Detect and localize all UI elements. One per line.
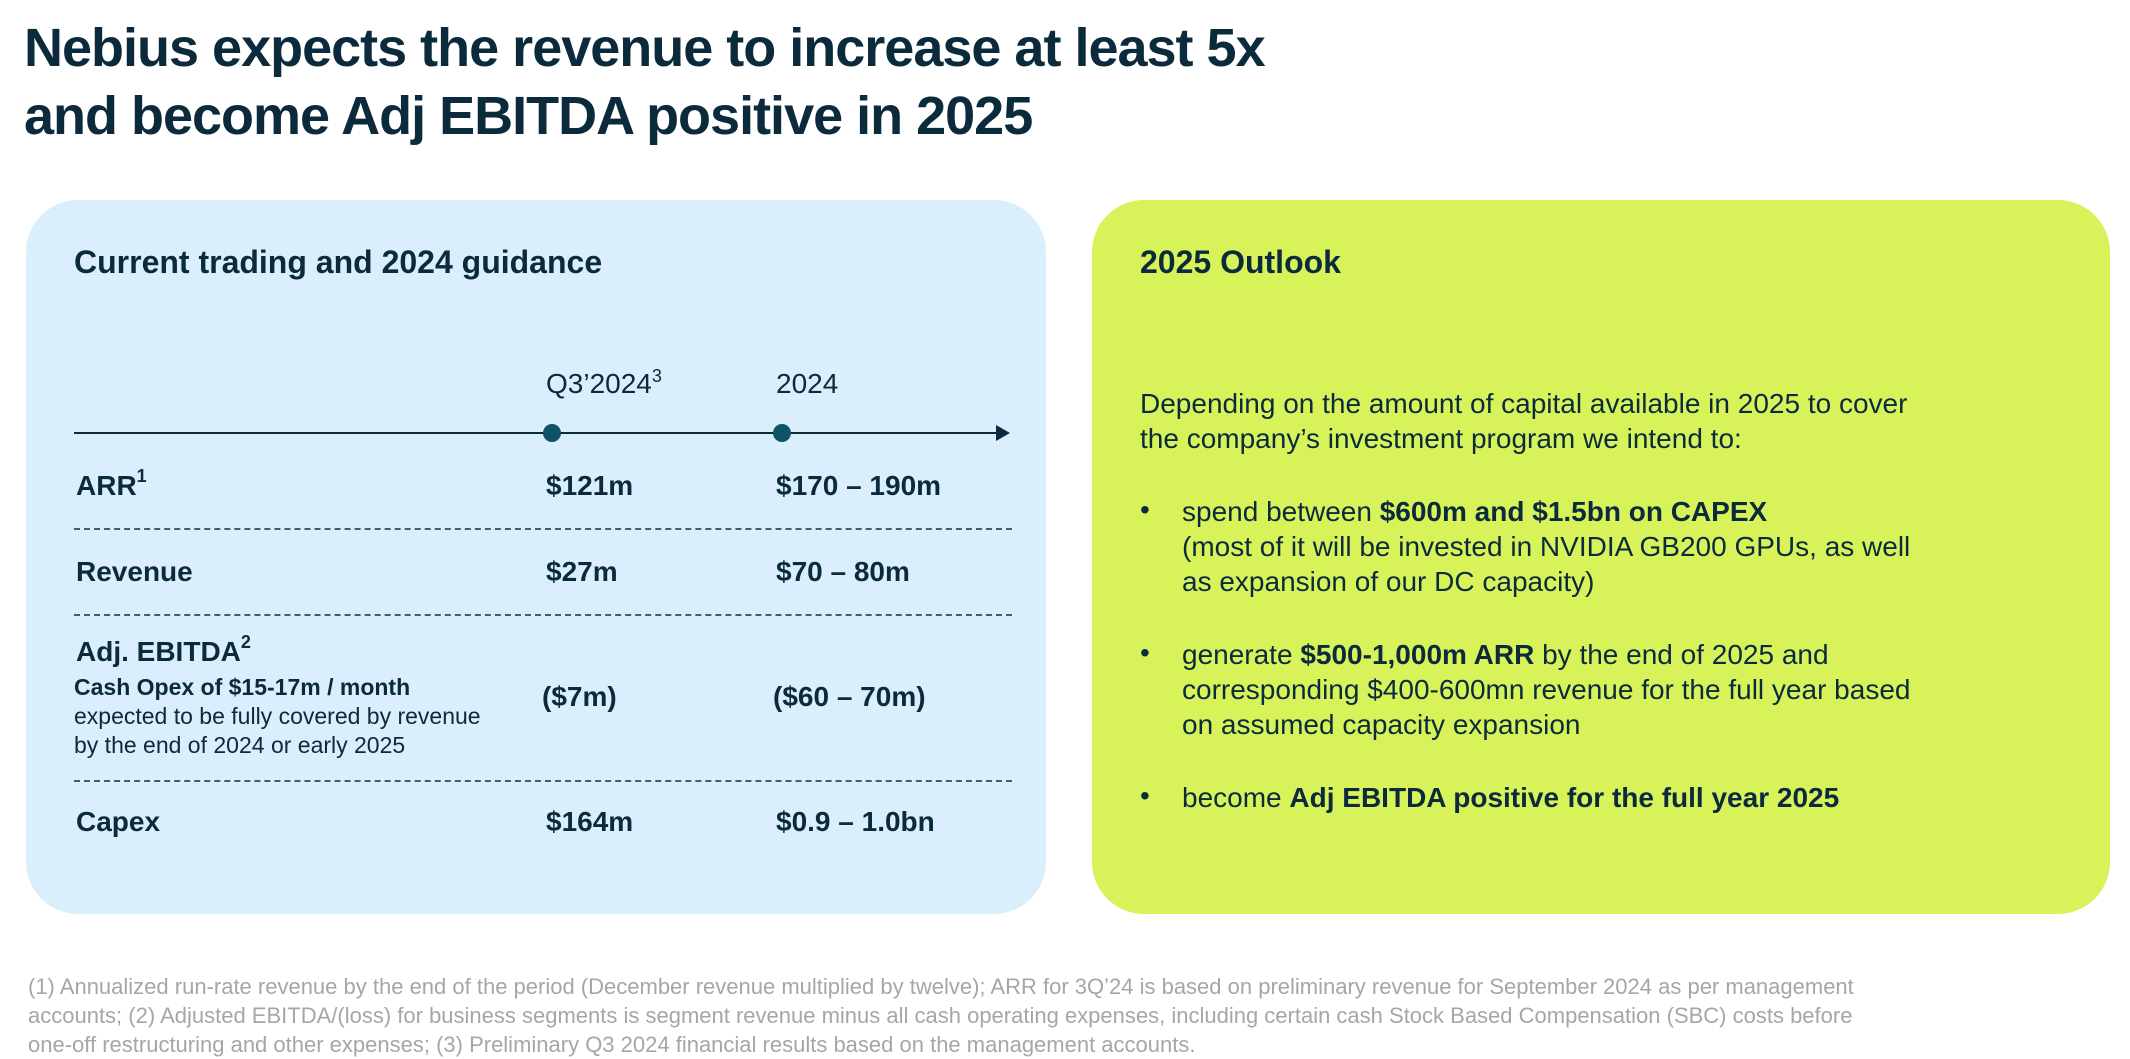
page-title-line-1: Nebius expects the revenue to increase a…	[24, 18, 1266, 78]
page-title-line-2: and become Adj EBITDA positive in 2025	[24, 86, 1033, 146]
capex-q3-value: $164m	[546, 806, 634, 837]
footnote-line-2: accounts; (2) Adjusted EBITDA/(loss) for…	[28, 1003, 1853, 1028]
bullet-icon: •	[1140, 637, 1150, 668]
row-label-adj-ebitda: Adj. EBITDA2	[76, 632, 251, 668]
footnote-line-3: one-off restructuring and other expenses…	[28, 1032, 1196, 1057]
adj-ebitda-q3-value: ($7m)	[542, 681, 617, 712]
bullet-ebitda: become Adj EBITDA positive for the full …	[1182, 780, 1839, 815]
column-header-2024: 2024	[776, 368, 839, 399]
outlook-2025-heading: 2025 Outlook	[1140, 244, 1341, 280]
timeline-dot-q3	[543, 424, 561, 442]
bullet-arr-post: by the end of 2025 and	[1534, 639, 1829, 670]
footnote-line-1: (1) Annualized run-rate revenue by the e…	[28, 974, 1854, 999]
column-header-q3-label: Q3’2024	[546, 368, 652, 399]
cash-opex-note: Cash Opex of $15-17m / month	[74, 674, 411, 700]
revenue-q3-value: $27m	[546, 556, 618, 587]
footnote-ref-2: 2	[240, 632, 251, 652]
arr-label-text: ARR	[76, 470, 137, 501]
cash-opex-note-line-2: by the end of 2024 or early 2025	[74, 732, 406, 758]
footnote-ref-3: 3	[651, 366, 662, 386]
outlook-intro-line-1: Depending on the amount of capital avail…	[1140, 388, 1908, 419]
current-trading-panel: Current trading and 2024 guidance Q3’202…	[26, 200, 1046, 914]
arr-2024-value: $170 – 190m	[776, 470, 942, 501]
row-divider	[74, 614, 1012, 616]
outlook-2025-panel: 2025 Outlook Depending on the amount of …	[1092, 200, 2110, 914]
footnotes: (1) Annualized run-rate revenue by the e…	[28, 972, 2108, 1059]
bullet-capex-line-3: as expansion of our DC capacity)	[1182, 566, 1595, 597]
bullet-capex-pre: spend between	[1182, 496, 1380, 527]
footnote-ref-1: 1	[136, 466, 147, 486]
bullet-arr-pre: generate	[1182, 639, 1301, 670]
row-divider	[74, 780, 1012, 782]
bullet-arr: generate $500-1,000m ARR by the end of 2…	[1182, 637, 1910, 742]
timeline-line	[74, 432, 998, 434]
row-divider	[74, 528, 1012, 530]
page-title: Nebius expects the revenue to increase a…	[24, 14, 1424, 150]
capex-2024-value: $0.9 – 1.0bn	[776, 806, 935, 837]
bullet-icon: •	[1140, 780, 1150, 811]
timeline-arrow-icon	[996, 425, 1010, 441]
bullet-ebitda-bold: Adj EBITDA positive for the full year 20…	[1289, 782, 1840, 813]
bullet-capex-bold: $600m and $1.5bn on CAPEX	[1379, 496, 1768, 527]
outlook-intro: Depending on the amount of capital avail…	[1140, 386, 1907, 456]
row-label-arr: ARR1	[76, 466, 147, 502]
bullet-arr-line-2: corresponding $400-600mn revenue for the…	[1182, 674, 1911, 705]
bullet-arr-line-3: on assumed capacity expansion	[1182, 709, 1581, 740]
bullet-ebitda-pre: become	[1182, 782, 1290, 813]
bullet-capex-line-2: (most of it will be invested in NVIDIA G…	[1182, 531, 1911, 562]
outlook-intro-line-2: the company’s investment program we inte…	[1140, 423, 1742, 454]
current-trading-heading: Current trading and 2024 guidance	[74, 244, 603, 280]
revenue-2024-value: $70 – 80m	[776, 556, 910, 587]
row-label-capex: Capex	[76, 806, 161, 837]
bullet-capex: spend between $600m and $1.5bn on CAPEX …	[1182, 494, 1910, 599]
bullet-icon: •	[1140, 494, 1150, 525]
adj-ebitda-label-text: Adj. EBITDA	[76, 636, 241, 667]
adj-ebitda-2024-value: ($60 – 70m)	[773, 681, 926, 712]
timeline-dot-2024	[773, 424, 791, 442]
arr-q3-value: $121m	[546, 470, 634, 501]
row-label-revenue: Revenue	[76, 556, 193, 587]
bullet-arr-bold: $500-1,000m ARR	[1300, 639, 1535, 670]
cash-opex-note-line-1: expected to be fully covered by revenue	[74, 703, 481, 729]
column-header-q3-2024: Q3’20243	[546, 366, 662, 400]
